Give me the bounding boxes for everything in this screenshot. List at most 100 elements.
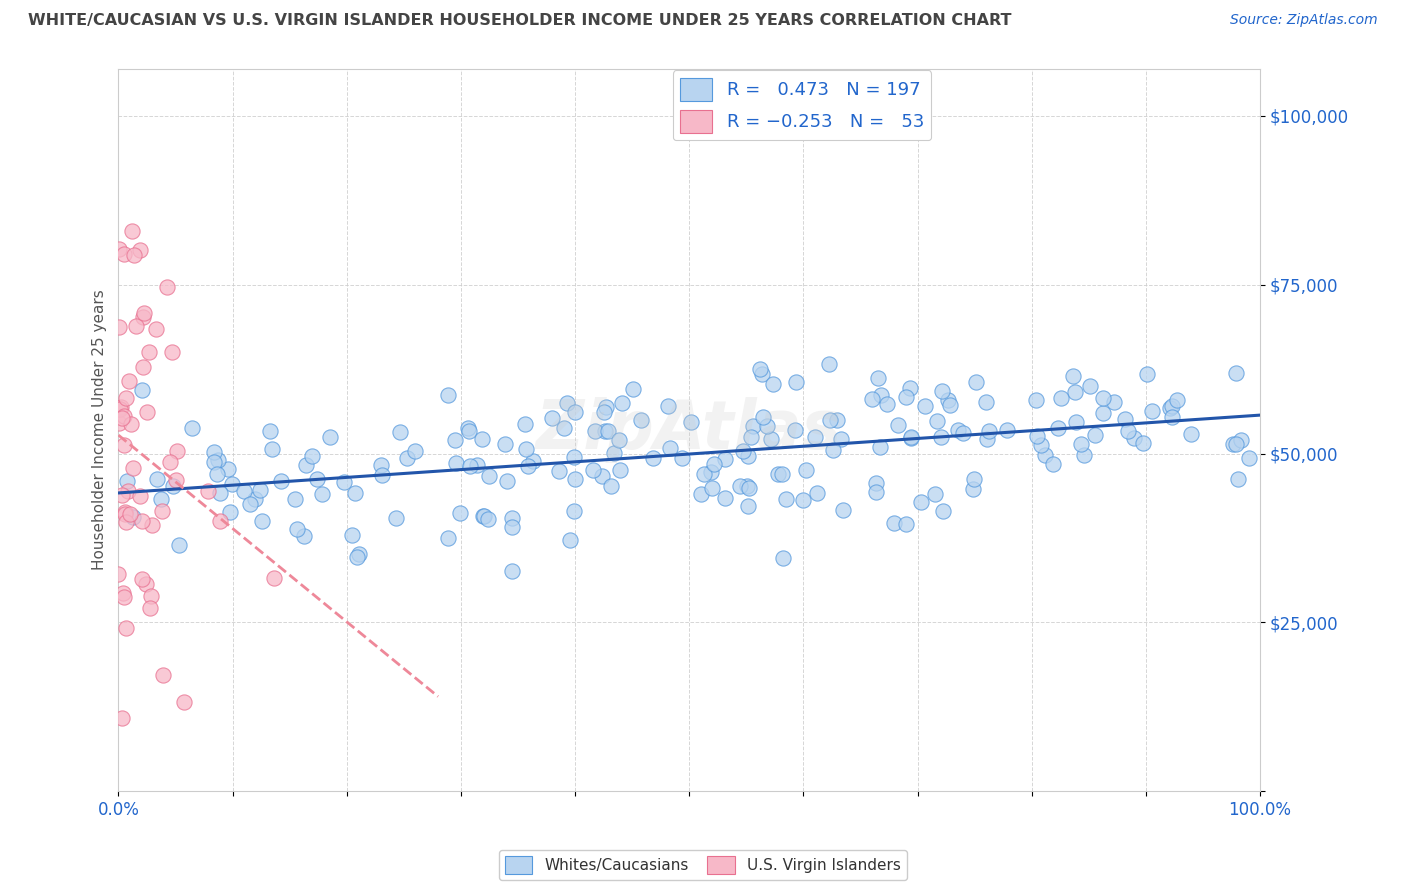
Point <box>340 528 363 542</box>
Point <box>173 695 195 709</box>
Point <box>107 567 129 582</box>
Point <box>120 417 142 432</box>
Point <box>1159 401 1181 415</box>
Point <box>770 467 793 482</box>
Point <box>135 404 157 418</box>
Point <box>110 410 132 425</box>
Point <box>1084 428 1107 442</box>
Point <box>465 458 488 472</box>
Point <box>270 475 292 489</box>
Point <box>232 484 254 499</box>
Point <box>249 483 271 497</box>
Point <box>145 322 167 336</box>
Point <box>965 375 987 389</box>
Point <box>131 572 153 586</box>
Point <box>766 467 789 481</box>
Point <box>285 522 308 536</box>
Point <box>946 424 969 438</box>
Point <box>936 392 959 407</box>
Point <box>243 491 266 506</box>
Point <box>436 388 458 402</box>
Point <box>209 486 232 500</box>
Point <box>1091 391 1114 405</box>
Point <box>742 419 765 434</box>
Point <box>700 481 723 495</box>
Point <box>457 421 479 435</box>
Point <box>1102 395 1125 409</box>
Point <box>1073 448 1095 462</box>
Point <box>295 458 318 472</box>
Point <box>931 384 953 399</box>
Point <box>756 418 779 433</box>
Point <box>284 492 307 507</box>
Point <box>125 319 148 334</box>
Point <box>108 242 131 256</box>
Point <box>1114 412 1136 426</box>
Point <box>449 506 471 520</box>
Point <box>548 464 571 478</box>
Point <box>1025 392 1047 407</box>
Point <box>1062 369 1084 384</box>
Point <box>134 306 156 320</box>
Point <box>208 514 231 528</box>
Point <box>108 401 131 416</box>
Point <box>924 486 946 500</box>
Point <box>146 472 169 486</box>
Point <box>205 467 228 481</box>
Point <box>883 516 905 531</box>
Point <box>603 446 626 460</box>
Point <box>150 504 173 518</box>
Point <box>714 451 737 466</box>
Point <box>141 518 163 533</box>
Point <box>866 371 889 385</box>
Point <box>806 485 828 500</box>
Point <box>702 457 724 471</box>
Point <box>494 437 516 451</box>
Point <box>111 586 134 600</box>
Point <box>114 438 136 452</box>
Text: ZipAtlas: ZipAtlas <box>536 397 842 463</box>
Point <box>115 515 138 529</box>
Point <box>553 420 575 434</box>
Point <box>977 424 1000 438</box>
Point <box>825 413 848 427</box>
Point <box>748 362 770 376</box>
Point <box>785 375 807 389</box>
Point <box>252 515 274 529</box>
Point <box>1122 431 1144 445</box>
Point <box>974 395 997 409</box>
Point <box>737 500 759 514</box>
Point <box>541 411 564 425</box>
Point <box>600 479 623 493</box>
Point <box>370 458 392 473</box>
Point <box>751 368 773 382</box>
Point <box>962 483 984 497</box>
Point <box>307 471 329 485</box>
Point <box>1078 378 1101 392</box>
Point <box>197 484 219 499</box>
Point <box>517 459 540 474</box>
Point <box>740 430 762 444</box>
Point <box>108 402 131 417</box>
Point <box>221 477 243 491</box>
Point <box>939 398 962 412</box>
Point <box>162 478 184 492</box>
Point <box>152 668 174 682</box>
Point <box>121 509 143 524</box>
Point <box>876 396 898 410</box>
Point <box>952 425 974 440</box>
Point <box>657 399 679 413</box>
Point <box>598 424 620 438</box>
Point <box>555 396 578 410</box>
Point <box>1033 448 1056 462</box>
Point <box>894 390 917 404</box>
Point <box>976 432 998 446</box>
Point <box>783 423 806 437</box>
Point <box>772 550 794 565</box>
Point <box>714 491 737 505</box>
Point <box>1046 420 1069 434</box>
Point <box>138 345 160 359</box>
Point <box>262 442 284 456</box>
Point <box>319 430 342 444</box>
Point <box>759 432 782 446</box>
